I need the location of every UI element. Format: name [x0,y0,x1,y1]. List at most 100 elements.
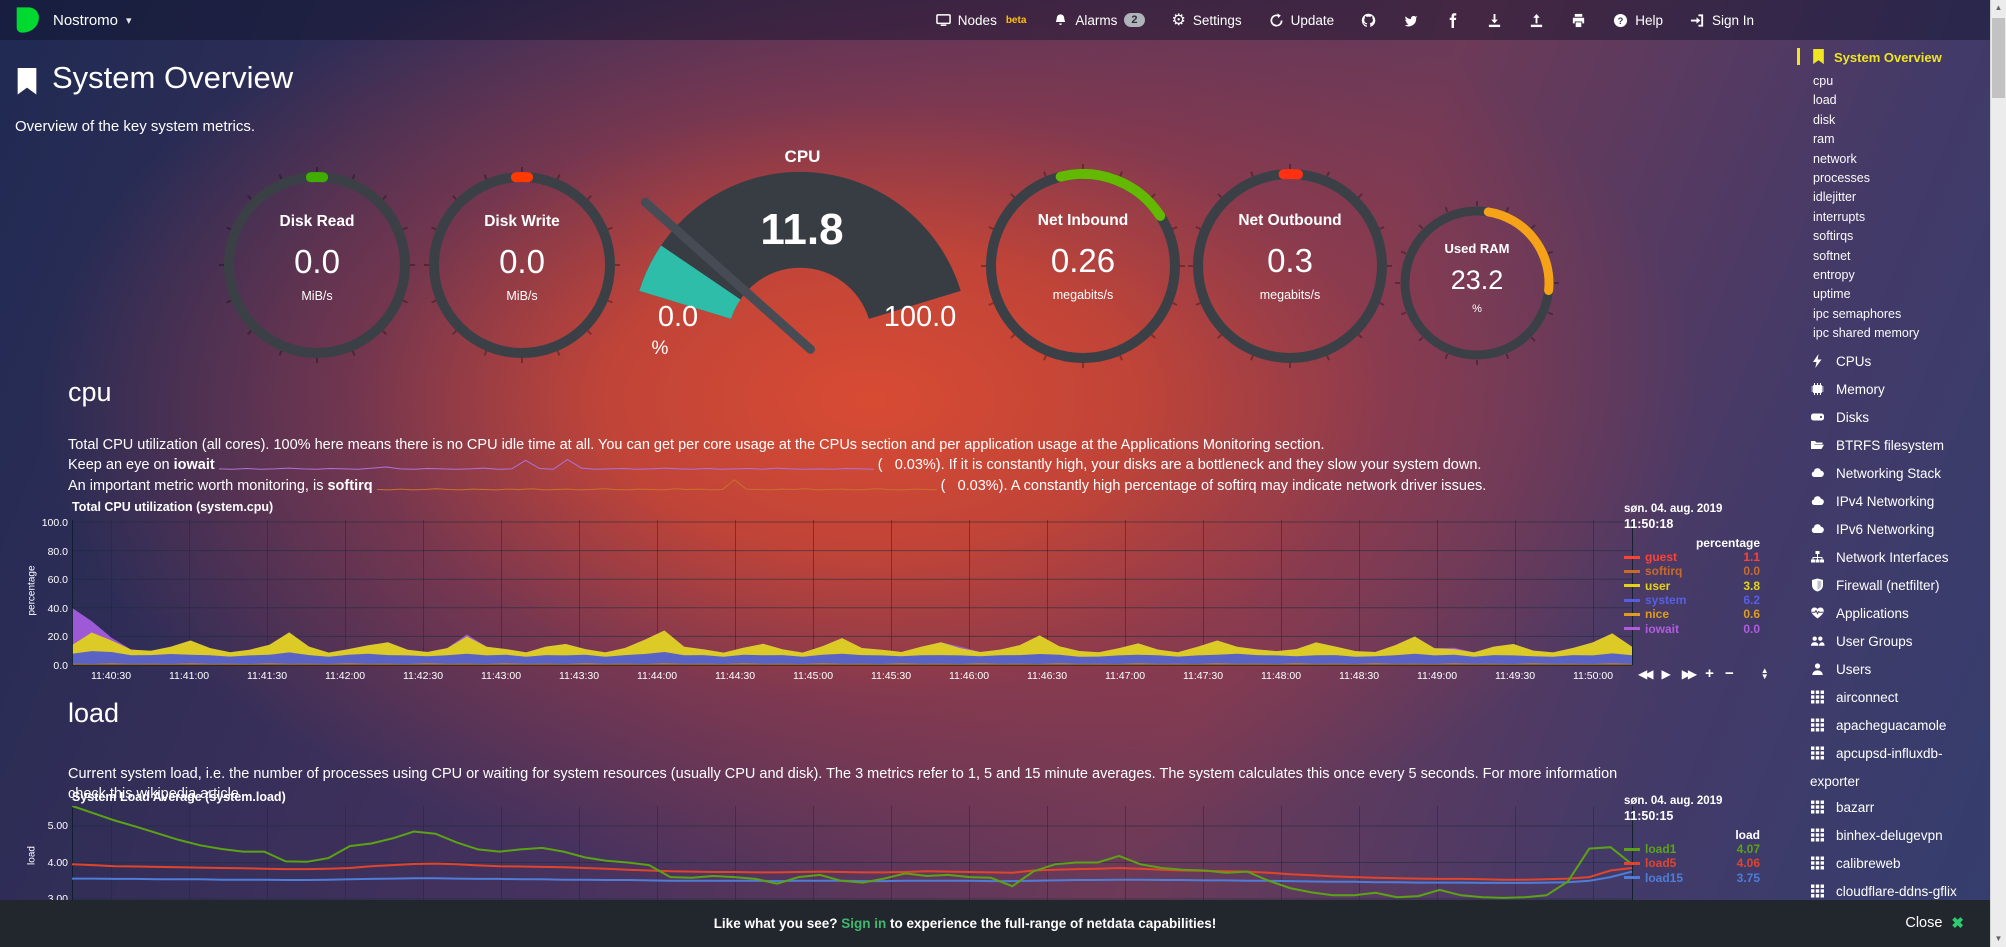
sidebar-section-ipv6-networking[interactable]: IPv6 Networking [1810,517,1991,545]
sidebar-item-ipc-shared-memory[interactable]: ipc shared memory [1813,326,1920,341]
sidebar-section-user-groups[interactable]: User Groups [1810,629,1991,657]
sidebar-item-load[interactable]: load [1813,93,1837,108]
sidebar-item-entropy[interactable]: entropy [1813,268,1855,283]
sidebar-section-cloudflare-ddns-gflix[interactable]: cloudflare-ddns-gflix [1810,879,1991,907]
sidebar-section-apcupsd-influxdb-exporter[interactable]: apcupsd-influxdb-exporter [1810,741,1991,795]
sidebar-item-uptime[interactable]: uptime [1813,287,1851,302]
sidebar-item-system-overview[interactable]: System Overview [1795,46,1991,68]
legend-series-load5[interactable]: load5 4.06 [1624,856,1760,870]
sidebar-item-interrupts[interactable]: interrupts [1813,209,1866,224]
sidebar-section-applications[interactable]: Applications [1810,601,1991,629]
update-button[interactable]: Update [1269,13,1334,28]
y-axis-tick: 5.00 [47,820,68,832]
cpu-chart-legend: søn. 04. aug. 2019 11:50:18 percentage g… [1624,503,1760,636]
sidebar-item-processes[interactable]: processes [1813,171,1870,186]
export-snapshot-button[interactable] [1487,13,1502,28]
help-button[interactable]: ? Help [1613,13,1663,28]
sidebar-section-memory[interactable]: Memory [1810,377,1991,405]
grid-icon [1810,715,1826,741]
grid-icon [1810,881,1826,907]
gauge-label: Net Inbound [1037,212,1129,229]
gauge-label: Used RAM [1444,241,1510,256]
netdata-logo-icon[interactable] [14,5,41,35]
legend-series-iowait[interactable]: iowait 0.0 [1624,621,1760,636]
legend-series-nice[interactable]: nice 0.6 [1624,607,1760,621]
legend-time: 11:50:15 [1624,809,1674,823]
close-banner-button[interactable]: Close ✖ [1905,900,1964,947]
hostname-dropdown[interactable]: Nostromo ▾ [53,12,132,29]
legend-series-system[interactable]: system 6.2 [1624,593,1760,607]
close-icon: ✖ [1951,915,1964,932]
gauge-net-outbound[interactable]: Net Outbound 0.3 megabits/s [1184,160,1396,372]
zoom-in-button[interactable]: + [1705,665,1714,682]
signin-button[interactable]: Sign In [1690,13,1754,28]
signin-label: Sign In [1711,12,1754,28]
footer-signin-link[interactable]: Sign in [841,916,887,931]
scrollbar-up-arrow[interactable]: ▲ [1994,3,2003,12]
sitemap-icon [1810,547,1826,573]
twitter-button[interactable] [1403,13,1418,28]
sidebar-section-disks[interactable]: Disks [1810,405,1991,433]
print-button[interactable] [1571,13,1586,28]
sidebar-item-network[interactable]: network [1813,151,1857,166]
section-heading-load[interactable]: load [68,698,120,728]
sidebar-section-networking-stack[interactable]: Networking Stack [1810,461,1991,489]
sidebar-section-users[interactable]: Users [1810,657,1991,685]
sidebar-section-firewall-netfilter-[interactable]: Firewall (netfilter) [1810,573,1991,601]
cpu-gauge-min: 0.0 [657,301,699,333]
settings-button[interactable]: ⚙ Settings [1171,11,1242,29]
sidebar-item-softirqs[interactable]: softirqs [1813,229,1854,244]
x-axis-tick: 11:44:00 [636,670,678,682]
sidebar-section-bazarr[interactable]: bazarr [1810,795,1991,823]
folder-icon [1810,435,1826,461]
legend-series-softirq[interactable]: softirq 0.0 [1624,564,1760,578]
play-button[interactable]: ▶ [1661,666,1671,681]
sidebar-section-airconnect[interactable]: airconnect [1810,685,1991,713]
gauge-net-inbound[interactable]: Net Inbound 0.26 megabits/s [977,160,1189,372]
sidebar-section-binhex-delugevpn[interactable]: binhex-delugevpn [1810,823,1991,851]
github-button[interactable] [1361,13,1376,28]
facebook-button[interactable] [1445,12,1460,28]
gear-icon: ⚙ [1171,11,1186,29]
scrollbar-thumb[interactable] [1992,18,2005,98]
legend-series-load15[interactable]: load15 3.75 [1624,871,1760,885]
sidebar-item-disk[interactable]: disk [1813,112,1836,127]
alarms-button[interactable]: Alarms 2 [1053,13,1145,28]
gauge-disk-write[interactable]: Disk Write 0.0 MiB/s [418,161,626,369]
resize-handle[interactable]: ▲ ▼ [1760,665,1769,681]
legend-series-guest[interactable]: guest 1.1 [1624,550,1760,564]
sidebar-section-network-interfaces[interactable]: Network Interfaces [1810,545,1991,573]
gauge-used-ram[interactable]: Used RAM 23.2 % [1393,199,1561,367]
x-axis-tick: 11:48:30 [1338,670,1380,682]
x-axis-tick: 11:46:00 [948,670,990,682]
sidebar-section-ipv4-networking[interactable]: IPv4 Networking [1810,489,1991,517]
pan-backward-button[interactable]: ◀◀ [1638,666,1654,681]
sidebar-item-idlejitter[interactable]: idlejitter [1813,190,1857,205]
section-heading-cpu[interactable]: cpu [68,377,112,407]
legend-units-header: percentage [1695,536,1760,550]
page-scrollbar[interactable]: ▲ ▼ [1990,0,2006,947]
sidebar-section-apacheguacamole[interactable]: apacheguacamole [1810,713,1991,741]
cpu-chart-canvas[interactable] [72,517,1633,667]
zoom-out-button[interactable]: − [1724,665,1734,682]
x-axis-tick: 11:47:30 [1182,670,1224,682]
sidebar-section-btrfs-filesystem[interactable]: BTRFS filesystem [1810,433,1991,461]
sidebar-item-cpu[interactable]: cpu [1813,74,1834,88]
nodes-button[interactable]: Nodes beta [935,13,1026,28]
gauge-disk-read[interactable]: Disk Read 0.0 MiB/s [213,161,421,369]
sidebar-item-ipc-semaphores[interactable]: ipc semaphores [1813,306,1902,321]
legend-series-load1[interactable]: load1 4.07 [1624,842,1760,856]
sidebar-section-calibreweb[interactable]: calibreweb [1810,851,1991,879]
import-snapshot-button[interactable] [1529,13,1544,28]
sidebar-item-softnet[interactable]: softnet [1813,248,1851,263]
scrollbar-down-arrow[interactable]: ▼ [1994,934,2003,943]
sidebar-section-cpus[interactable]: CPUs [1810,349,1991,377]
bell-icon [1053,13,1068,28]
pan-forward-button[interactable]: ▶▶ [1681,666,1698,681]
x-axis-tick: 11:47:00 [1104,670,1146,682]
sidebar-item-ram[interactable]: ram [1813,132,1835,147]
gauge-cpu[interactable]: CPU 11.8 0.0 % 100.0 [630,147,975,400]
gauge-unit: MiB/s [301,289,333,303]
legend-series-user[interactable]: user 3.8 [1624,579,1760,593]
twitter-icon [1403,13,1418,28]
